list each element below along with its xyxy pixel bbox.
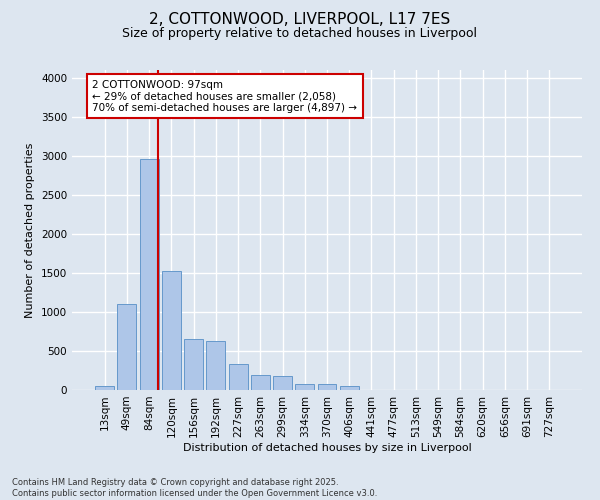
Bar (140, 159, 158, 390)
Bar (273, 376, 292, 390)
Bar (206, 341, 225, 390)
Bar (229, 364, 248, 390)
Y-axis label: Number of detached properties: Number of detached properties (25, 142, 35, 318)
X-axis label: Distribution of detached houses by size in Liverpool: Distribution of detached houses by size … (182, 442, 472, 452)
Bar (317, 384, 337, 390)
Bar (118, 304, 136, 390)
Text: 2 COTTONWOOD: 97sqm
← 29% of detached houses are smaller (2,058)
70% of semi-det: 2 COTTONWOOD: 97sqm ← 29% of detached ho… (92, 80, 358, 113)
Bar (184, 340, 203, 390)
Bar (295, 384, 314, 390)
Bar (340, 386, 359, 390)
Bar (251, 375, 270, 390)
Text: Size of property relative to detached houses in Liverpool: Size of property relative to detached ho… (122, 28, 478, 40)
Text: 2, COTTONWOOD, LIVERPOOL, L17 7ES: 2, COTTONWOOD, LIVERPOOL, L17 7ES (149, 12, 451, 28)
Bar (162, 270, 181, 390)
Text: Contains HM Land Registry data © Crown copyright and database right 2025.
Contai: Contains HM Land Registry data © Crown c… (12, 478, 377, 498)
Bar (95, 386, 114, 390)
